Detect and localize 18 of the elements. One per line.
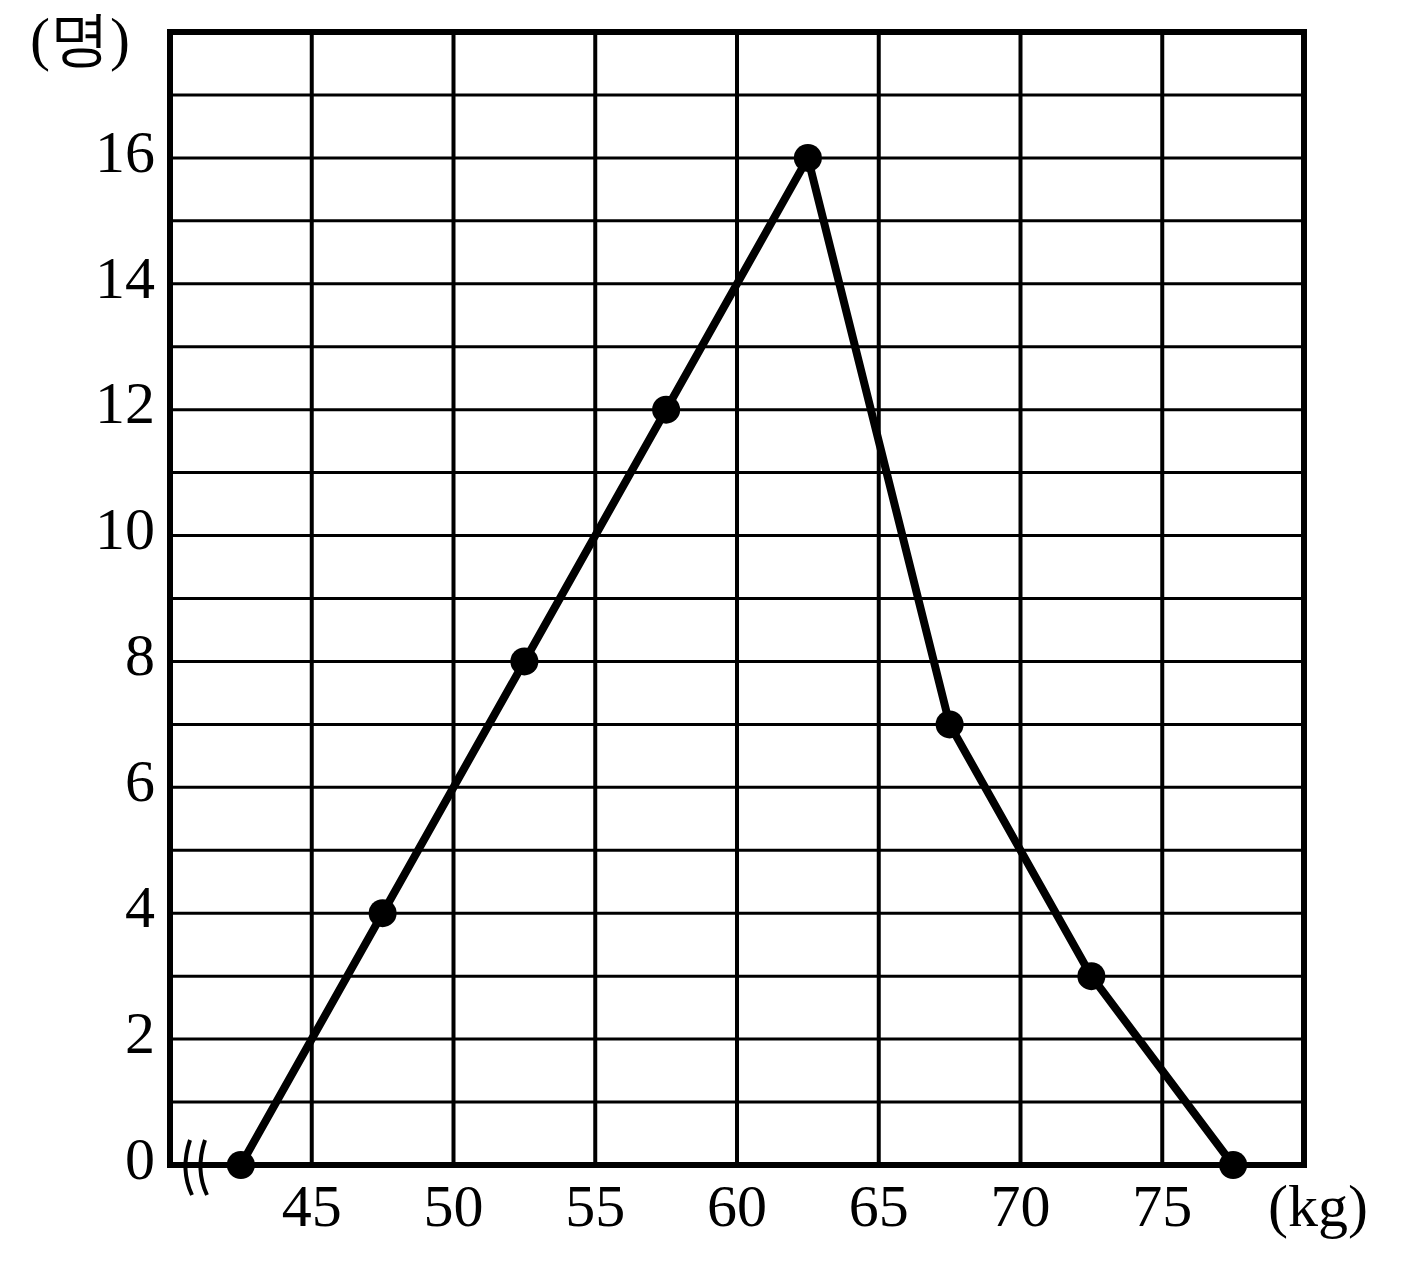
y-tick-label: 12 (95, 370, 155, 437)
x-tick-label: 50 (423, 1172, 484, 1239)
y-tick-label: 8 (125, 622, 155, 689)
x-tick-label: 65 (848, 1172, 909, 1239)
y-tick-label: 16 (95, 118, 155, 185)
y-tick-label: 10 (95, 496, 155, 563)
x-tick-label: 45 (281, 1172, 342, 1239)
x-tick-label: 60 (707, 1172, 767, 1239)
y-tick-label: 6 (125, 748, 155, 815)
y-tick-label: 14 (95, 244, 155, 311)
y-tick-label: 2 (125, 999, 155, 1066)
y-axis-title: (명) (30, 5, 130, 72)
x-tick-label: 75 (1132, 1172, 1193, 1239)
x-tick-label: 55 (565, 1172, 626, 1239)
y-tick-label: 0 (125, 1125, 155, 1192)
x-axis-title: (kg) (1268, 1172, 1368, 1239)
y-tick-label: 4 (125, 873, 155, 940)
x-tick-label: 70 (990, 1172, 1051, 1239)
